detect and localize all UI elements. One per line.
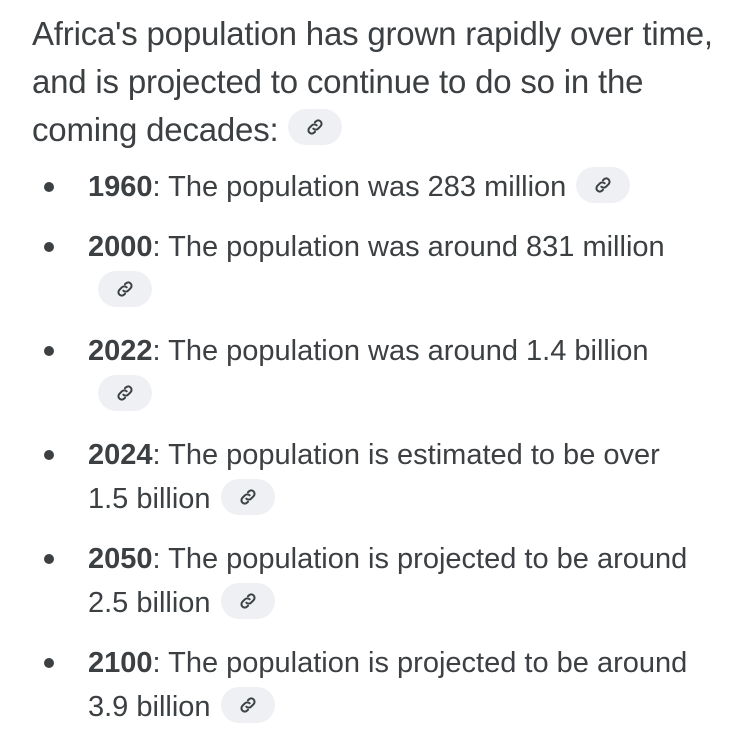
- list-item-text: : The population is projected to be arou…: [88, 543, 688, 619]
- list-item: 2050: The population is projected to be …: [32, 537, 688, 625]
- link-icon: [307, 119, 324, 135]
- link-icon: [239, 697, 256, 713]
- list-item-year: 2024: [88, 439, 153, 471]
- list-item: 1960: The population was 283 million: [32, 165, 688, 209]
- list-item: 2024: The population is estimated to be …: [32, 433, 688, 521]
- link-icon: [595, 177, 611, 193]
- link-icon: [239, 489, 256, 505]
- list-item: 2000: The population was around 831 mill…: [32, 225, 688, 313]
- list-item-text: : The population was around 1.4 billion: [152, 335, 649, 367]
- list-item-year: 2100: [88, 647, 153, 679]
- list-item-text: : The population is projected to be arou…: [88, 647, 688, 723]
- list-item-text: : The population was around 831 million: [152, 231, 665, 263]
- intro-paragraph: Africa's population has grown rapidly ov…: [32, 10, 732, 154]
- list-item-year: 2050: [88, 543, 153, 575]
- source-link-chip[interactable]: [98, 271, 152, 308]
- bullet: [44, 182, 54, 192]
- link-icon: [117, 281, 133, 297]
- bullet: [44, 658, 54, 668]
- bullet: [44, 554, 54, 564]
- source-link-chip[interactable]: [220, 687, 275, 724]
- link-icon: [239, 593, 256, 609]
- source-link-chip[interactable]: [220, 479, 275, 516]
- list-item: 2100: The population is projected to be …: [32, 641, 688, 729]
- population-list: 1960: The population was 283 million 200…: [32, 165, 732, 729]
- source-link-chip[interactable]: [220, 583, 275, 620]
- bullet: [44, 450, 54, 460]
- list-item-year: 1960: [88, 171, 153, 203]
- source-link-chip[interactable]: [576, 167, 631, 204]
- source-link-chip[interactable]: [98, 375, 152, 412]
- bullet: [44, 242, 54, 252]
- source-link-chip[interactable]: [288, 109, 343, 146]
- intro-text: Africa's population has grown rapidly ov…: [32, 15, 713, 148]
- link-icon: [117, 385, 133, 401]
- list-item-year: 2000: [88, 231, 153, 263]
- list-item-year: 2022: [88, 335, 153, 367]
- list-item-text: : The population is estimated to be over…: [88, 439, 660, 515]
- ai-answer: Africa's population has grown rapidly ov…: [32, 10, 732, 745]
- bullet: [44, 346, 54, 356]
- list-item-text: : The population was 283 million: [152, 171, 567, 203]
- list-item: 2022: The population was around 1.4 bill…: [32, 329, 688, 417]
